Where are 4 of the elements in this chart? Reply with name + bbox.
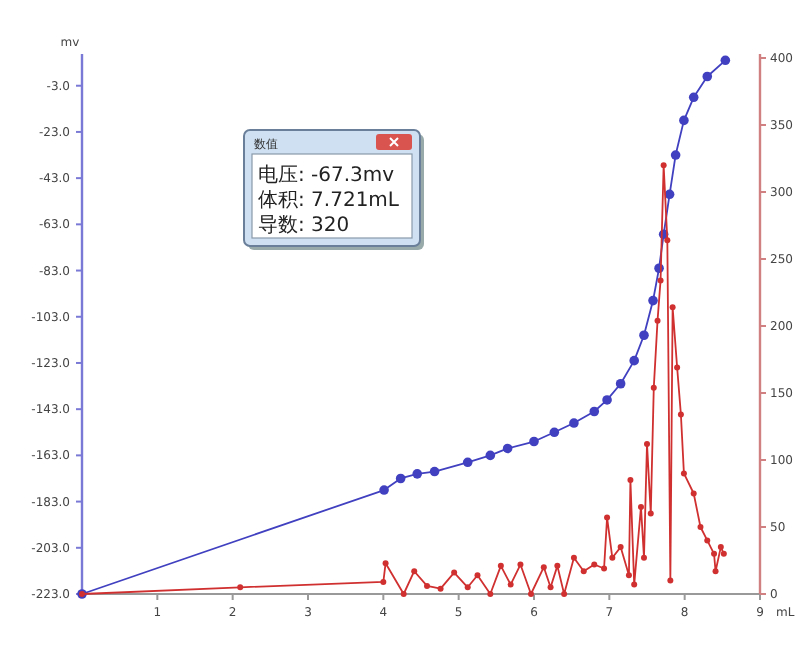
annotation: 体积: 7.721mL xyxy=(258,188,400,212)
line-series xyxy=(79,162,727,597)
annotation: 导数: 320 xyxy=(258,215,350,237)
annotation: 电压: -67.3mv xyxy=(258,163,395,187)
